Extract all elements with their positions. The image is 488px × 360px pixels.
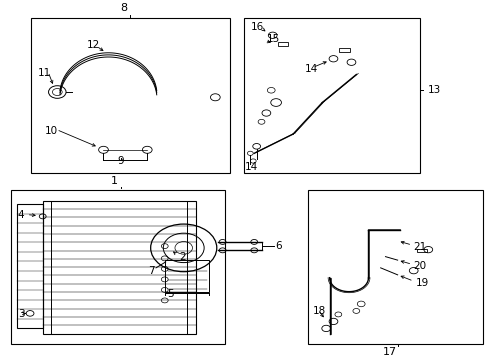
Bar xyxy=(11,190,224,344)
Bar xyxy=(165,260,208,292)
Text: 11: 11 xyxy=(38,68,51,78)
Bar xyxy=(339,48,349,52)
Text: 17: 17 xyxy=(383,347,397,357)
Text: 2: 2 xyxy=(179,252,185,262)
Text: 1: 1 xyxy=(110,176,118,186)
Text: 10: 10 xyxy=(45,126,58,136)
Text: 9: 9 xyxy=(117,156,123,166)
Text: 19: 19 xyxy=(415,278,428,288)
Bar xyxy=(416,249,426,252)
Bar xyxy=(244,18,419,172)
Text: 13: 13 xyxy=(427,85,440,95)
Text: 8: 8 xyxy=(120,3,127,13)
Text: 18: 18 xyxy=(312,306,325,316)
Text: 7: 7 xyxy=(148,266,155,276)
Bar xyxy=(42,201,196,334)
Text: 4: 4 xyxy=(18,210,24,220)
Bar xyxy=(307,190,482,344)
Text: 14: 14 xyxy=(305,64,318,74)
Text: 12: 12 xyxy=(86,40,100,50)
Text: 6: 6 xyxy=(275,241,281,251)
Text: 14: 14 xyxy=(244,162,257,172)
Text: 5: 5 xyxy=(167,289,174,300)
Bar xyxy=(18,204,42,328)
Text: 16: 16 xyxy=(251,22,264,32)
Text: 20: 20 xyxy=(413,261,426,271)
Text: 3: 3 xyxy=(18,310,24,319)
Text: 15: 15 xyxy=(266,35,279,45)
Text: 21: 21 xyxy=(413,242,426,252)
Bar xyxy=(277,42,287,46)
Bar xyxy=(30,18,229,172)
